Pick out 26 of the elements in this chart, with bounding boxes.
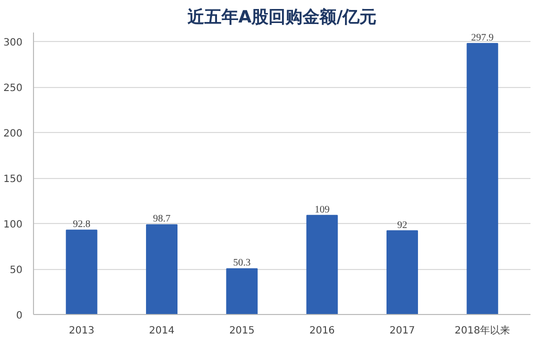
- chart-title: 近五年A股回购金额/亿元: [186, 8, 377, 28]
- x-tick-label: 2013: [68, 326, 94, 336]
- x-tick-label: 2018年以来: [454, 324, 510, 336]
- bar: [66, 230, 98, 314]
- bar: [306, 214, 338, 314]
- x-tick-label: 2014: [149, 326, 174, 336]
- bar: [226, 268, 258, 314]
- bar: [386, 230, 418, 314]
- x-tick-label: 2017: [390, 326, 415, 336]
- bar: [146, 224, 178, 314]
- data-label: 297.9: [471, 32, 494, 44]
- y-tick-label: 150: [3, 174, 23, 186]
- y-tick-label: 0: [16, 310, 23, 322]
- data-label: 109: [314, 204, 330, 216]
- data-label: 50.3: [233, 258, 251, 269]
- data-label: 92: [397, 220, 408, 231]
- y-tick-label: 300: [3, 38, 23, 49]
- x-tick-label: 2015: [229, 326, 255, 336]
- y-tick-label: 50: [10, 265, 23, 276]
- y-tick-label: 100: [3, 220, 23, 231]
- x-tick-label: 2016: [309, 326, 335, 336]
- data-label: 92.8: [72, 219, 90, 230]
- y-tick-label: 200: [3, 128, 23, 140]
- bar: [466, 43, 498, 314]
- y-tick-label: 250: [3, 83, 23, 94]
- data-label: 98.7: [153, 214, 171, 225]
